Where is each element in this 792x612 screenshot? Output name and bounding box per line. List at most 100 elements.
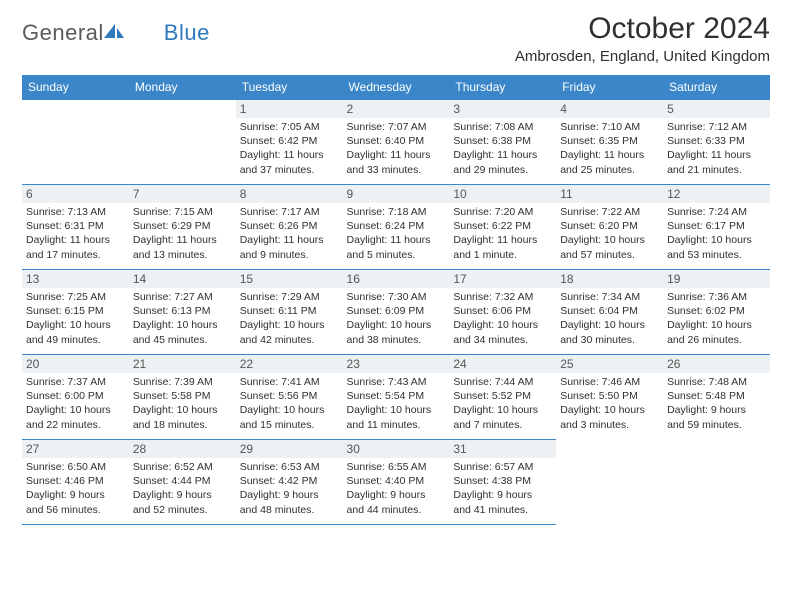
daylight-text: Daylight: 10 hours and 26 minutes. [667,318,766,346]
calendar-day-cell: 16Sunrise: 7:30 AMSunset: 6:09 PMDayligh… [343,270,450,355]
daylight-text: Daylight: 10 hours and 30 minutes. [560,318,659,346]
sunset-text: Sunset: 4:46 PM [26,474,125,488]
calendar-day-cell: 30Sunrise: 6:55 AMSunset: 4:40 PMDayligh… [343,440,450,525]
sunrise-text: Sunrise: 7:29 AM [240,290,339,304]
day-number: 1 [236,100,343,118]
calendar-page: General Blue October 2024 Ambrosden, Eng… [0,0,792,525]
weekday-header: Monday [129,75,236,100]
brand-part2: Blue [164,20,210,46]
sunrise-text: Sunrise: 7:48 AM [667,375,766,389]
weekday-header: Tuesday [236,75,343,100]
day-number: 25 [556,355,663,373]
sunrise-text: Sunrise: 7:07 AM [347,120,446,134]
day-number: 27 [22,440,129,458]
weekday-header: Friday [556,75,663,100]
calendar-day-cell: 23Sunrise: 7:43 AMSunset: 5:54 PMDayligh… [343,355,450,440]
day-number: 10 [449,185,556,203]
day-details: Sunrise: 6:57 AMSunset: 4:38 PMDaylight:… [453,460,552,517]
calendar-day-cell: 13 Sunrise: 7:25 AMSunset: 6:15 PMDayligh… [22,270,129,355]
day-details: Sunrise: 7:18 AMSunset: 6:24 PMDaylight:… [347,205,446,262]
day-details: Sunrise: 7:43 AMSunset: 5:54 PMDaylight:… [347,375,446,432]
weekday-header: Sunday [22,75,129,100]
day-details: Sunrise: 6:53 AMSunset: 4:42 PMDaylight:… [240,460,339,517]
daylight-text: Daylight: 10 hours and 7 minutes. [453,403,552,431]
sunset-text: Sunset: 6:35 PM [560,134,659,148]
day-details: Sunrise: 7:44 AMSunset: 5:52 PMDaylight:… [453,375,552,432]
daylight-text: Daylight: 11 hours and 37 minutes. [240,148,339,176]
calendar-day-cell: 31 Sunrise: 6:57 AMSunset: 4:38 PMDayligh… [449,440,556,525]
sunset-text: Sunset: 6:09 PM [347,304,446,318]
day-details: Sunrise: 7:05 AMSunset: 6:42 PMDaylight:… [240,120,339,177]
day-details: Sunrise: 7:39 AMSunset: 5:58 PMDaylight:… [133,375,232,432]
day-number: 21 [129,355,236,373]
daylight-text: Daylight: 11 hours and 25 minutes. [560,148,659,176]
month-title: October 2024 [515,12,770,46]
brand-logo: General Blue [22,12,210,46]
sunset-text: Sunset: 6:04 PM [560,304,659,318]
sunset-text: Sunset: 6:24 PM [347,219,446,233]
daylight-text: Daylight: 9 hours and 48 minutes. [240,488,339,516]
sunrise-text: Sunrise: 7:18 AM [347,205,446,219]
day-details: Sunrise: 7:27 AMSunset: 6:13 PMDaylight:… [133,290,232,347]
daylight-text: Daylight: 10 hours and 34 minutes. [453,318,552,346]
calendar-week-row: 20Sunrise: 7:37 AMSunset: 6:00 PMDayligh… [22,355,770,440]
sunrise-text: Sunrise: 7:08 AM [453,120,552,134]
weekday-header: Thursday [449,75,556,100]
day-number: 29 [236,440,343,458]
sunset-text: Sunset: 5:54 PM [347,389,446,403]
day-number: 17 [449,270,556,288]
day-details: Sunrise: 7:10 AMSunset: 6:35 PMDaylight:… [560,120,659,177]
day-details: Sunrise: 7:36 AMSunset: 6:02 PMDaylight:… [667,290,766,347]
calendar-day-cell: 21 Sunrise: 7:39 AMSunset: 5:58 PMDayligh… [129,355,236,440]
day-number: 16 [343,270,450,288]
calendar-day-cell: 18Sunrise: 7:34 AMSunset: 6:04 PMDayligh… [556,270,663,355]
sunrise-text: Sunrise: 7:34 AM [560,290,659,304]
day-details: Sunrise: 7:15 AMSunset: 6:29 PMDaylight:… [133,205,232,262]
sunrise-text: Sunrise: 7:22 AM [560,205,659,219]
daylight-text: Daylight: 11 hours and 29 minutes. [453,148,552,176]
sunset-text: Sunset: 6:29 PM [133,219,232,233]
daylight-text: Daylight: 10 hours and 11 minutes. [347,403,446,431]
day-number: 28 [129,440,236,458]
sunset-text: Sunset: 6:40 PM [347,134,446,148]
sunrise-text: Sunrise: 7:27 AM [133,290,232,304]
day-details: Sunrise: 7:46 AMSunset: 5:50 PMDaylight:… [560,375,659,432]
calendar-day-cell: 19Sunrise: 7:36 AMSunset: 6:02 PMDayligh… [663,270,770,355]
day-number: 15 [236,270,343,288]
calendar-day-cell: 15Sunrise: 7:29 AMSunset: 6:11 PMDayligh… [236,270,343,355]
sunrise-text: Sunrise: 6:57 AM [453,460,552,474]
weekday-header: Wednesday [343,75,450,100]
sunset-text: Sunset: 6:31 PM [26,219,125,233]
day-number: 3 [449,100,556,118]
calendar-day-cell: 24 Sunrise: 7:44 AMSunset: 5:52 PMDayligh… [449,355,556,440]
daylight-text: Daylight: 10 hours and 49 minutes. [26,318,125,346]
calendar-day-cell [129,100,236,185]
day-number: 2 [343,100,450,118]
calendar-day-cell: 4Sunrise: 7:10 AMSunset: 6:35 PMDaylight… [556,100,663,185]
calendar-day-cell: 29 Sunrise: 6:53 AMSunset: 4:42 PMDayligh… [236,440,343,525]
brand-sail-icon [104,22,124,43]
calendar-day-cell: 1 Sunrise: 7:05 AMSunset: 6:42 PMDaylight… [236,100,343,185]
brand-part1: General [22,20,104,46]
daylight-text: Daylight: 9 hours and 41 minutes. [453,488,552,516]
calendar-day-cell: 17Sunrise: 7:32 AMSunset: 6:06 PMDayligh… [449,270,556,355]
day-number: 31 [449,440,556,458]
daylight-text: Daylight: 10 hours and 3 minutes. [560,403,659,431]
day-number: 14 [129,270,236,288]
calendar-week-row: 1 Sunrise: 7:05 AMSunset: 6:42 PMDaylight… [22,100,770,185]
day-details: Sunrise: 7:34 AMSunset: 6:04 PMDaylight:… [560,290,659,347]
sunset-text: Sunset: 4:44 PM [133,474,232,488]
daylight-text: Daylight: 9 hours and 52 minutes. [133,488,232,516]
day-number: 24 [449,355,556,373]
sunrise-text: Sunrise: 6:53 AM [240,460,339,474]
sunrise-text: Sunrise: 7:46 AM [560,375,659,389]
calendar-week-row: 13 Sunrise: 7:25 AMSunset: 6:15 PMDayligh… [22,270,770,355]
calendar-day-cell: 2 Sunrise: 7:07 AMSunset: 6:40 PMDaylight… [343,100,450,185]
daylight-text: Daylight: 11 hours and 1 minute. [453,233,552,261]
day-number: 13 [22,270,129,288]
sunrise-text: Sunrise: 7:43 AM [347,375,446,389]
daylight-text: Daylight: 10 hours and 38 minutes. [347,318,446,346]
daylight-text: Daylight: 11 hours and 33 minutes. [347,148,446,176]
calendar-day-cell: 25 Sunrise: 7:46 AMSunset: 5:50 PMDayligh… [556,355,663,440]
day-details: Sunrise: 7:25 AMSunset: 6:15 PMDaylight:… [26,290,125,347]
